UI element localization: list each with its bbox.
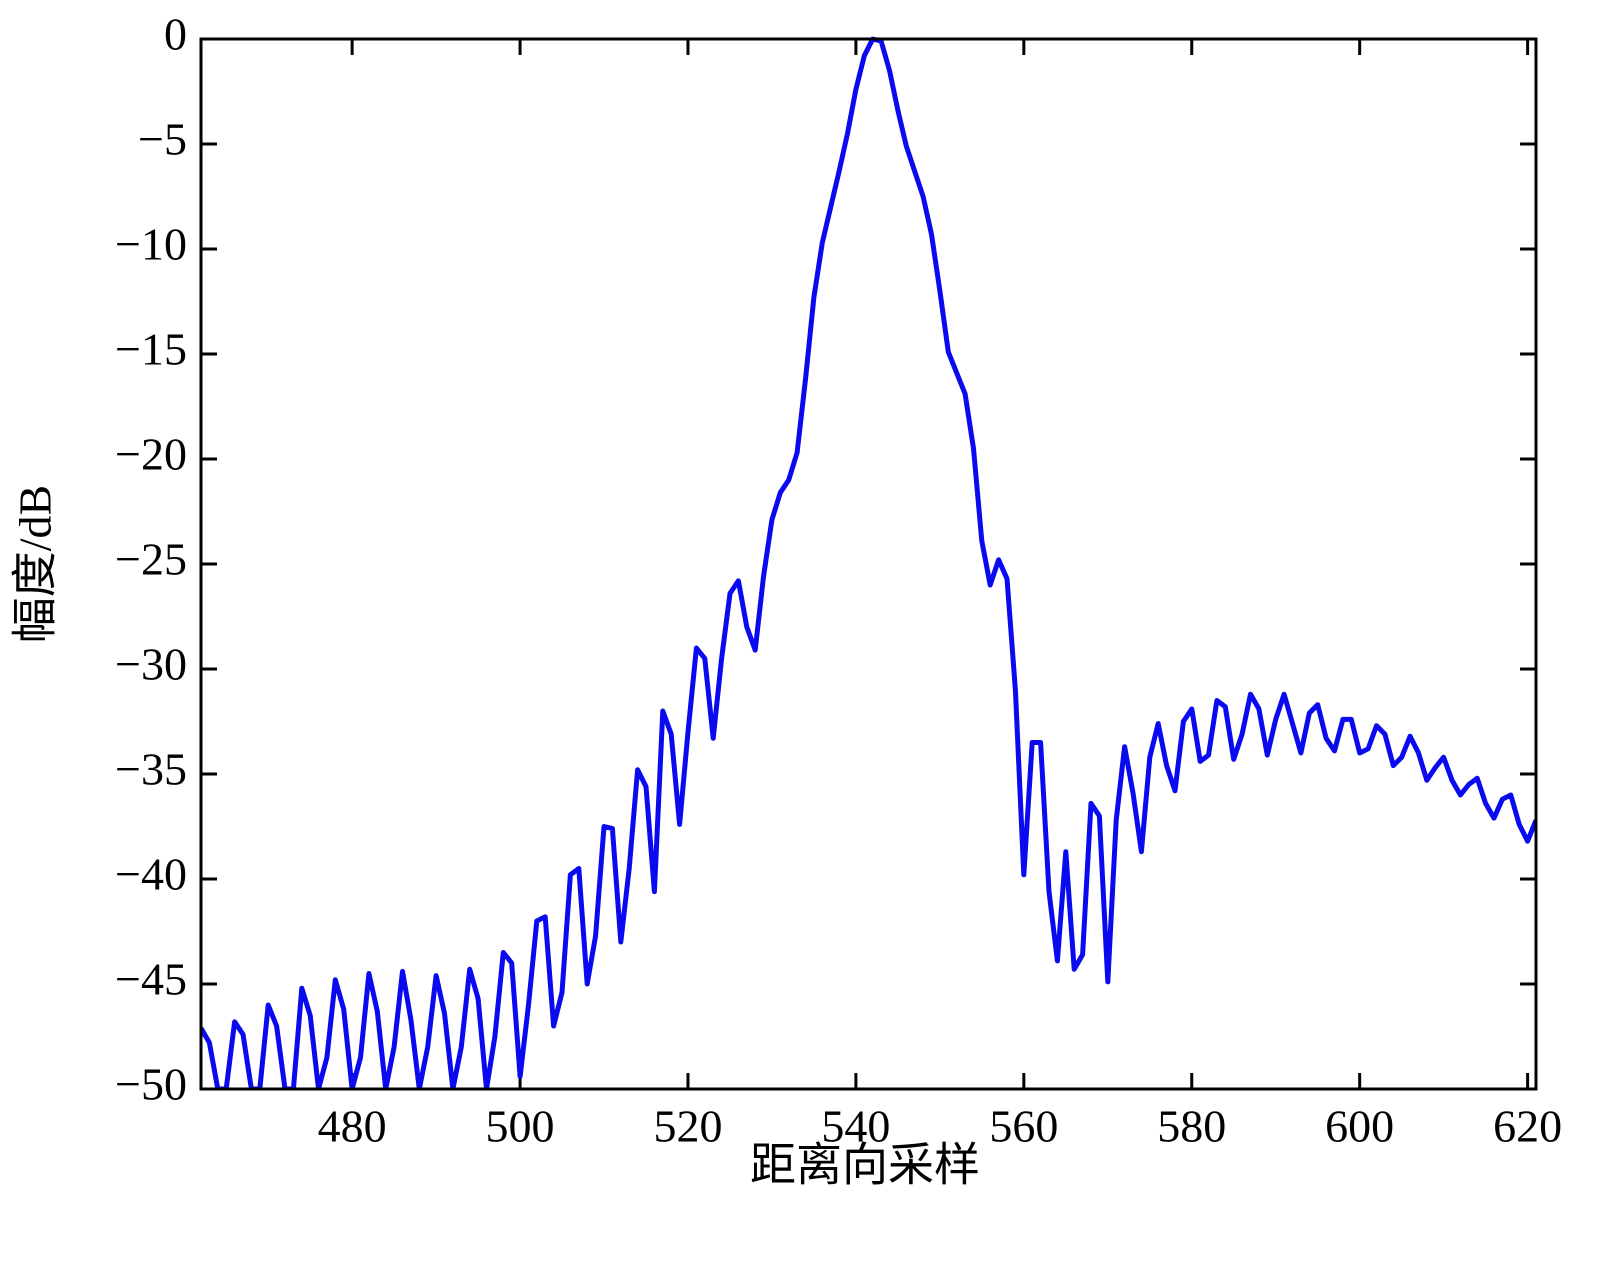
x-tick-label: 580 — [1157, 1101, 1226, 1152]
y-tick-label: −15 — [115, 324, 187, 375]
x-tick-label: 540 — [821, 1101, 890, 1152]
y-tick-label: −10 — [115, 219, 187, 270]
y-tick-label: −30 — [115, 639, 187, 690]
x-axis-label: 距离向采样 — [750, 1140, 980, 1191]
y-tick-label: −35 — [115, 744, 187, 795]
data-line — [201, 36, 1536, 1089]
plot-frame — [199, 37, 1538, 1091]
y-tick-label: −50 — [115, 1059, 187, 1110]
y-tick-label: −5 — [138, 114, 187, 165]
y-tick-label: 0 — [164, 9, 187, 60]
x-tick-label: 560 — [989, 1101, 1058, 1152]
x-tick-label: 500 — [486, 1101, 555, 1152]
y-tick-label: −20 — [115, 429, 187, 480]
x-tick-label: 600 — [1325, 1101, 1394, 1152]
x-tick-label: 620 — [1493, 1101, 1562, 1152]
y-axis-label: 幅度/dB — [10, 485, 61, 643]
y-tick-label: −25 — [115, 534, 187, 585]
x-tick-label: 480 — [318, 1101, 387, 1152]
x-tick-label: 520 — [653, 1101, 722, 1152]
y-tick-label: −40 — [115, 849, 187, 900]
y-tick-label: −45 — [115, 954, 187, 1005]
